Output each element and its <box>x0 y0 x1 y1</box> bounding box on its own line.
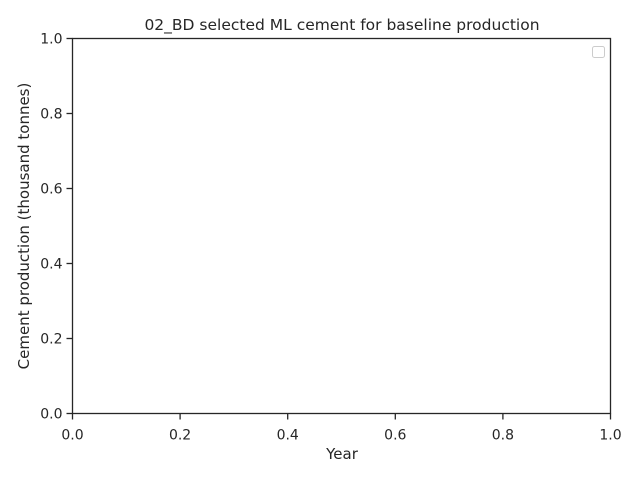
y-tick-label: 0.2 <box>40 332 62 348</box>
x-tick-label: 0.4 <box>277 428 299 444</box>
y-tick-label: 0.4 <box>40 257 62 273</box>
x-tick-label: 0.0 <box>61 428 83 444</box>
x-tick-label: 1.0 <box>599 428 621 444</box>
y-axis-label: Cement production (thousand tonnes) <box>15 83 33 370</box>
x-tick-label: 0.8 <box>492 428 514 444</box>
y-tick-label: 0.6 <box>40 182 62 198</box>
y-tick-label: 1.0 <box>40 32 62 48</box>
x-tick-label: 0.2 <box>169 428 191 444</box>
y-tick-label: 0.8 <box>40 107 62 123</box>
legend-box[interactable] <box>592 46 605 58</box>
x-tick-label: 0.6 <box>384 428 406 444</box>
x-axis-ticks: 0.0 0.2 0.4 0.6 0.8 1.0 <box>61 413 622 444</box>
chart-title: 02_BD selected ML cement for baseline pr… <box>144 16 539 35</box>
y-axis-ticks: 0.0 0.2 0.4 0.6 0.8 1.0 <box>40 32 73 423</box>
plot-area <box>71 37 612 415</box>
y-tick-label: 0.0 <box>40 407 62 423</box>
x-axis-label: Year <box>325 445 359 463</box>
